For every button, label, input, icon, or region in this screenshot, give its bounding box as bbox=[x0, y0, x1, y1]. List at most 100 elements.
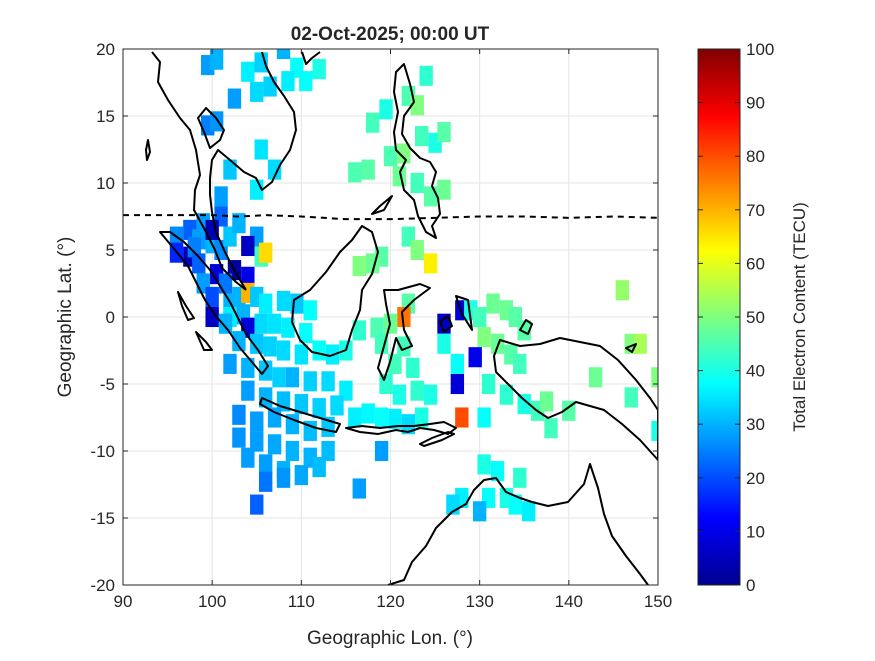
tec-cell bbox=[241, 447, 255, 468]
tec-cell bbox=[397, 336, 411, 357]
tec-cell bbox=[254, 313, 268, 334]
tec-cell bbox=[410, 380, 424, 401]
tec-cell bbox=[294, 465, 309, 486]
tec-cell bbox=[299, 323, 313, 344]
tec-cell bbox=[477, 407, 491, 428]
x-tick-label: 100 bbox=[198, 592, 226, 611]
tec-cell bbox=[294, 344, 309, 365]
x-tick-label: 140 bbox=[555, 592, 583, 611]
tec-cell bbox=[406, 357, 420, 378]
tec-cell bbox=[187, 237, 202, 258]
y-tick-label: 5 bbox=[106, 241, 115, 260]
tec-cell bbox=[276, 340, 291, 361]
tec-cell bbox=[321, 440, 335, 462]
chart-title: 02-Oct-2025; 00:00 UT bbox=[291, 24, 490, 45]
colorbar-tick-label: 40 bbox=[746, 362, 765, 381]
tec-cell bbox=[285, 440, 300, 462]
tec-cell bbox=[508, 494, 523, 515]
tec-cell bbox=[624, 387, 638, 408]
tec-cell bbox=[348, 407, 362, 428]
y-tick-label: -5 bbox=[100, 375, 115, 394]
tec-cell bbox=[223, 159, 237, 180]
tec-cell bbox=[468, 347, 482, 368]
y-axis-label: Geographic Lat. (°) bbox=[55, 237, 76, 398]
tec-cell bbox=[374, 333, 389, 354]
tec-cell bbox=[258, 242, 273, 263]
colorbar-label: Total Electron Content (TECU) bbox=[790, 202, 809, 432]
colorbar-tick-label: 100 bbox=[746, 40, 774, 59]
tec-cell bbox=[401, 414, 416, 435]
tec-cell bbox=[250, 494, 264, 515]
x-axis-label: Geographic Lon. (°) bbox=[307, 628, 473, 649]
tec-cell bbox=[267, 407, 282, 428]
colorbar-tick-label: 20 bbox=[746, 469, 765, 488]
tec-cell bbox=[361, 403, 375, 424]
tec-cell bbox=[517, 320, 531, 341]
tec-cell bbox=[205, 306, 219, 328]
tec-cell bbox=[415, 126, 429, 147]
tec-cell bbox=[250, 431, 264, 452]
tec-cell bbox=[352, 256, 366, 277]
tec-cell bbox=[276, 49, 291, 60]
tec-cell bbox=[205, 286, 219, 307]
x-tick-label: 110 bbox=[288, 592, 315, 611]
tec-cell bbox=[472, 306, 487, 328]
tec-cell bbox=[312, 340, 326, 361]
tec-cell bbox=[285, 414, 300, 435]
y-tick-label: 20 bbox=[96, 40, 115, 59]
y-tick-label: 0 bbox=[106, 308, 115, 327]
tec-cell bbox=[330, 395, 344, 416]
tec-cell bbox=[285, 367, 300, 388]
x-tick-label: 90 bbox=[114, 592, 133, 611]
tec-cell bbox=[437, 179, 451, 200]
tec-cell bbox=[258, 293, 273, 314]
tec-cell bbox=[397, 306, 411, 328]
tec-cell bbox=[423, 384, 438, 405]
tec-cell bbox=[192, 253, 206, 274]
tec-cell bbox=[651, 420, 658, 441]
tec-cell bbox=[321, 371, 335, 392]
tec-cell bbox=[267, 159, 282, 180]
tec-cell bbox=[370, 317, 384, 338]
tec-cell bbox=[588, 367, 603, 388]
tec-cell bbox=[312, 398, 326, 419]
tec-cell bbox=[227, 88, 242, 109]
tec-cell bbox=[477, 454, 491, 475]
tec-cell bbox=[294, 394, 309, 415]
y-tick-label: 10 bbox=[96, 174, 115, 193]
tec-cell bbox=[660, 441, 673, 461]
tec-cell bbox=[263, 336, 277, 357]
tec-cell bbox=[241, 61, 255, 82]
tec-cell bbox=[486, 293, 500, 314]
tec-cell bbox=[250, 411, 264, 432]
tec-cell bbox=[250, 81, 264, 102]
tec-cell bbox=[472, 501, 487, 522]
x-tick-label: 150 bbox=[644, 592, 672, 611]
colorbar-tick-label: 90 bbox=[746, 94, 765, 113]
tec-cell bbox=[303, 420, 317, 441]
tec-cell bbox=[361, 159, 375, 180]
tec-cell bbox=[365, 112, 380, 133]
x-tick-label: 120 bbox=[376, 592, 404, 611]
tec-cell bbox=[276, 467, 291, 488]
colorbar bbox=[697, 48, 741, 586]
colorbar-tick-label: 70 bbox=[746, 201, 765, 220]
tec-cell bbox=[450, 353, 465, 374]
colorbar-tick-label: 0 bbox=[746, 576, 755, 595]
y-tick-label: -10 bbox=[90, 442, 115, 461]
tec-cell bbox=[437, 333, 451, 354]
tec-cell bbox=[312, 457, 326, 478]
tec-cell bbox=[223, 353, 237, 374]
colorbar-tick-label: 10 bbox=[746, 522, 765, 541]
tec-cell bbox=[513, 467, 527, 488]
tec-cell bbox=[539, 391, 554, 412]
colorbar-ticks: 0 10 20 30 40 50 60 70 80 90 100 bbox=[698, 40, 774, 595]
tec-cell bbox=[312, 59, 326, 80]
tec-cell bbox=[267, 313, 282, 334]
tec-cell bbox=[250, 333, 264, 354]
tec-cell bbox=[232, 427, 246, 448]
tec-cell bbox=[392, 166, 407, 187]
tec-cell bbox=[388, 408, 402, 429]
